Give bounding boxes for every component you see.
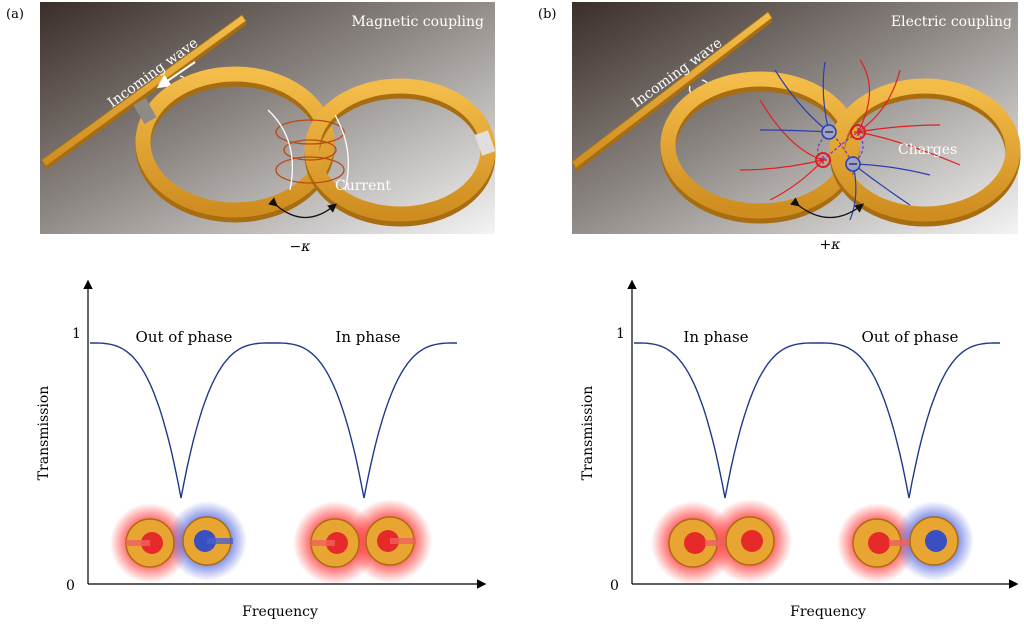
- resonator-red-icon: [725, 516, 775, 566]
- plot-right-y-tick-0: 0: [610, 578, 619, 594]
- panel-b-coupling-arrow: [790, 197, 865, 218]
- panel-a-wave-arrow: [156, 61, 196, 89]
- plot-left-y-label: Transmission: [36, 386, 52, 481]
- current-label: Current: [335, 178, 391, 194]
- plot-left: 1 0 Transmission Frequency Out of phase …: [36, 279, 487, 620]
- plot-right: 1 0 Transmission Frequency In phase Out …: [580, 279, 1019, 620]
- plot-right-dip1-label: In phase: [683, 328, 748, 346]
- plot-left-mode-out-of-phase: [110, 501, 247, 583]
- resonator-red-icon: [125, 518, 175, 568]
- resonator-red-icon: [310, 518, 360, 568]
- plot-left-x-label: Frequency: [242, 604, 318, 620]
- resonator-blue-icon: [182, 516, 233, 566]
- left-ring-b: [660, 71, 860, 224]
- plot-right-y-label: Transmission: [580, 386, 596, 481]
- resonator-red-icon: [668, 518, 730, 568]
- incoming-wave-bar-b: [571, 11, 773, 172]
- right-ring-a: [304, 78, 496, 227]
- plot-right-y-tick-1: 1: [616, 326, 625, 342]
- panel-b: (b) Electric coupling Incoming wave: [538, 2, 1021, 253]
- plot-left-dip2-label: In phase: [335, 328, 400, 346]
- panel-b-kappa-label: +κ: [820, 237, 841, 253]
- plot-left-dip1-label: Out of phase: [136, 328, 233, 346]
- positive-charge-top: [850, 124, 866, 140]
- panel-a-kappa-label: −κ: [290, 239, 311, 255]
- magnetic-field-lines: [275, 119, 345, 184]
- plot-right-mode-in-phase: [651, 499, 792, 585]
- panel-b-title: Electric coupling: [891, 14, 1012, 30]
- resonator-red-icon: [365, 516, 416, 566]
- plot-right-transmission-curve: [634, 342, 1000, 499]
- positive-charge-bottom: [815, 152, 831, 168]
- panel-a-title: Magnetic coupling: [351, 14, 484, 30]
- panel-a-label: (a): [6, 7, 24, 22]
- plot-right-x-label: Frequency: [790, 604, 866, 620]
- resonator-red-icon: [852, 518, 914, 568]
- plot-left-y-tick-0: 0: [66, 578, 75, 594]
- negative-charge-bottom: [845, 156, 861, 172]
- current-line-left: [267, 109, 293, 191]
- plot-left-y-tick-1: 1: [72, 326, 81, 342]
- plot-left-mode-in-phase: [293, 499, 432, 585]
- plot-left-transmission-curve: [90, 342, 457, 499]
- charges-label: Charges: [898, 142, 957, 158]
- panel-b-label: (b): [538, 7, 556, 22]
- current-line-right: [334, 114, 349, 191]
- right-ring-b: [829, 78, 1021, 227]
- incoming-wave-bar: [41, 14, 247, 170]
- plot-right-dip2-label: Out of phase: [862, 328, 959, 346]
- resonator-blue-icon: [909, 516, 959, 566]
- negative-charge-top: [821, 124, 837, 140]
- panel-a: (a) Magnetic coupling Incoming wave: [6, 2, 496, 255]
- panel-a-coupling-arrow: [268, 197, 337, 218]
- plot-right-mode-out-of-phase: [837, 501, 974, 583]
